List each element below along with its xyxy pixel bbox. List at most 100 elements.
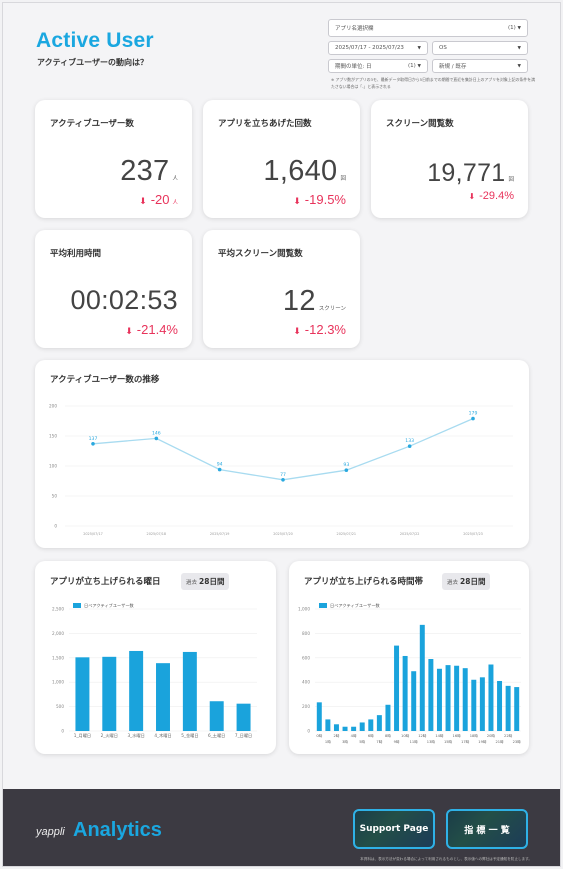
x-tick-label: 17時 bbox=[461, 739, 470, 744]
x-tick-label: 2025/07/23 bbox=[463, 532, 483, 536]
y-tick-label: 1,000 bbox=[298, 607, 310, 612]
x-tick-label: 1_月曜日 bbox=[74, 733, 91, 739]
y-tick-label: 800 bbox=[302, 631, 310, 636]
x-tick-label: 4_木曜日 bbox=[154, 732, 171, 739]
y-tick-label: 1,000 bbox=[52, 680, 64, 685]
x-tick-label: 3_水曜日 bbox=[127, 732, 144, 739]
bar bbox=[333, 724, 339, 731]
chevron-down-icon: ▼ bbox=[417, 64, 421, 69]
active-users-line-chart: 0 50 100 150 200 137 2025/07/17 146 2025/07/18 94… bbox=[49, 404, 513, 536]
period-badge: 過去 28日間 bbox=[181, 573, 230, 590]
x-tick-label: 3時 bbox=[342, 739, 348, 744]
x-tick-label: 14時 bbox=[435, 733, 444, 738]
bar bbox=[376, 715, 382, 731]
kpi-title: アプリを立ちあげた回数 bbox=[218, 119, 312, 129]
y-tick-label: 50 bbox=[52, 494, 58, 499]
kpi-delta: -21.4% bbox=[136, 322, 178, 337]
kpi-value: 00:02:53 bbox=[70, 285, 178, 315]
period-badge: 過去 28日間 bbox=[442, 573, 491, 590]
bar bbox=[454, 665, 460, 731]
data-label: 93 bbox=[343, 462, 349, 468]
data-label: 77 bbox=[280, 472, 286, 478]
period-badge-prefix: 過去 bbox=[447, 580, 459, 586]
y-tick-label: 2,500 bbox=[52, 607, 64, 612]
kpi-delta: -19.5% bbox=[304, 192, 346, 207]
x-tick-label: 21時 bbox=[495, 739, 504, 744]
kpi-delta: -20 bbox=[150, 192, 170, 207]
x-tick-label: 8時 bbox=[385, 733, 391, 738]
data-point bbox=[91, 442, 95, 446]
x-tick-label: 19時 bbox=[478, 739, 487, 744]
data-point bbox=[217, 467, 222, 472]
kpi-value: 12 bbox=[282, 285, 316, 317]
y-tick-label: 500 bbox=[56, 704, 64, 709]
legend-swatch bbox=[319, 603, 327, 608]
kpi-unit: スクリーン bbox=[318, 306, 346, 312]
bar bbox=[75, 657, 90, 731]
kpi-title: 平均スクリーン閲覧数 bbox=[218, 249, 303, 259]
arrow-down-icon: ⬇ bbox=[468, 192, 476, 201]
bar bbox=[368, 719, 374, 731]
chevron-down-icon: ▼ bbox=[517, 26, 521, 31]
kpi-unit: 回 bbox=[340, 176, 346, 182]
y-tick-label: 2,000 bbox=[52, 631, 64, 636]
data-point bbox=[281, 478, 285, 482]
date-range-picker[interactable]: 2025/07/17 - 2025/07/23 ▼ bbox=[328, 41, 428, 55]
active-users-trend-card: アクティブユーザー数の推移 0 50 100 150 200 137 2025/07/17 1… bbox=[35, 360, 529, 548]
x-tick-label: 22時 bbox=[504, 733, 513, 738]
hour-bar-chart: 0 200 400 600 800 1,000 日ベアクティブユーザー数 0時1時2時3時4時… bbox=[298, 602, 522, 744]
y-tick-label: 200 bbox=[302, 704, 310, 709]
y-tick-label: 600 bbox=[302, 655, 310, 660]
arrow-down-icon: ⬇ bbox=[293, 197, 301, 207]
data-point bbox=[407, 444, 412, 448]
x-tick-label: 18時 bbox=[470, 733, 479, 738]
kpi-title: 平均利用時間 bbox=[50, 249, 102, 259]
x-tick-label: 16時 bbox=[453, 733, 462, 738]
x-tick-label: 2025/07/17 bbox=[83, 532, 103, 536]
data-label: 133 bbox=[405, 438, 414, 444]
kpi-delta-unit: 人 bbox=[172, 200, 178, 206]
bar bbox=[428, 659, 434, 731]
x-tick-label: 10時 bbox=[401, 733, 410, 738]
chevron-down-icon: ▼ bbox=[417, 45, 421, 51]
y-tick-label: 150 bbox=[49, 434, 57, 439]
bar bbox=[129, 650, 144, 731]
x-tick-label: 2_火曜日 bbox=[101, 733, 118, 739]
y-tick-label: 0 bbox=[61, 729, 64, 734]
chart-title: アプリが立ち上げられる時間帯 bbox=[304, 577, 424, 587]
kpi-card-avg-screens: 平均スクリーン閲覧数 12 スクリーン ⬇ -12.3% bbox=[203, 230, 360, 348]
bar bbox=[385, 704, 391, 731]
period-badge-prefix: 過去 bbox=[186, 580, 198, 586]
metrics-index-button[interactable]: 指 標 一 覧 bbox=[446, 809, 528, 849]
bar bbox=[402, 655, 408, 731]
bar bbox=[436, 668, 442, 731]
bar bbox=[342, 726, 348, 731]
kpi-unit: 回 bbox=[508, 177, 514, 183]
kpi-card-active-users: アクティブユーザー数 237 人 ⬇ -20 人 bbox=[35, 100, 192, 218]
period-unit-count: (1) bbox=[407, 63, 416, 69]
bar bbox=[102, 656, 117, 731]
data-label: 179 bbox=[469, 411, 478, 417]
bar bbox=[411, 671, 417, 731]
bar bbox=[514, 687, 520, 731]
kpi-title: アクティブユーザー数 bbox=[50, 119, 134, 129]
app-select[interactable]: アプリ名選択欄 (1) ▼ bbox=[328, 19, 528, 37]
support-page-button[interactable]: Support Page bbox=[353, 809, 435, 849]
bar bbox=[462, 668, 468, 731]
page-title: Active User bbox=[36, 29, 154, 52]
date-range-value: 2025/07/17 - 2025/07/23 bbox=[335, 45, 404, 51]
user-type-select[interactable]: 新規 / 既存 ▼ bbox=[432, 59, 528, 73]
kpi-delta: -12.3% bbox=[304, 322, 346, 337]
x-tick-label: 5_金曜日 bbox=[181, 732, 198, 739]
os-select[interactable]: OS ▼ bbox=[432, 41, 528, 55]
bar bbox=[419, 624, 425, 731]
x-tick-label: 9時 bbox=[394, 739, 400, 744]
legend-label: 日ベアクティブユーザー数 bbox=[330, 602, 381, 609]
data-label: 94 bbox=[217, 462, 223, 468]
x-tick-label: 23時 bbox=[513, 739, 522, 744]
bar bbox=[209, 701, 224, 731]
period-unit-select[interactable]: 期間の単位: 日 (1) ▼ bbox=[328, 59, 428, 73]
arrow-down-icon: ⬇ bbox=[125, 327, 133, 337]
kpi-card-app-launches: アプリを立ちあげた回数 1,640 回 ⬇ -19.5% bbox=[203, 100, 360, 218]
arrow-down-icon: ⬇ bbox=[293, 327, 301, 337]
